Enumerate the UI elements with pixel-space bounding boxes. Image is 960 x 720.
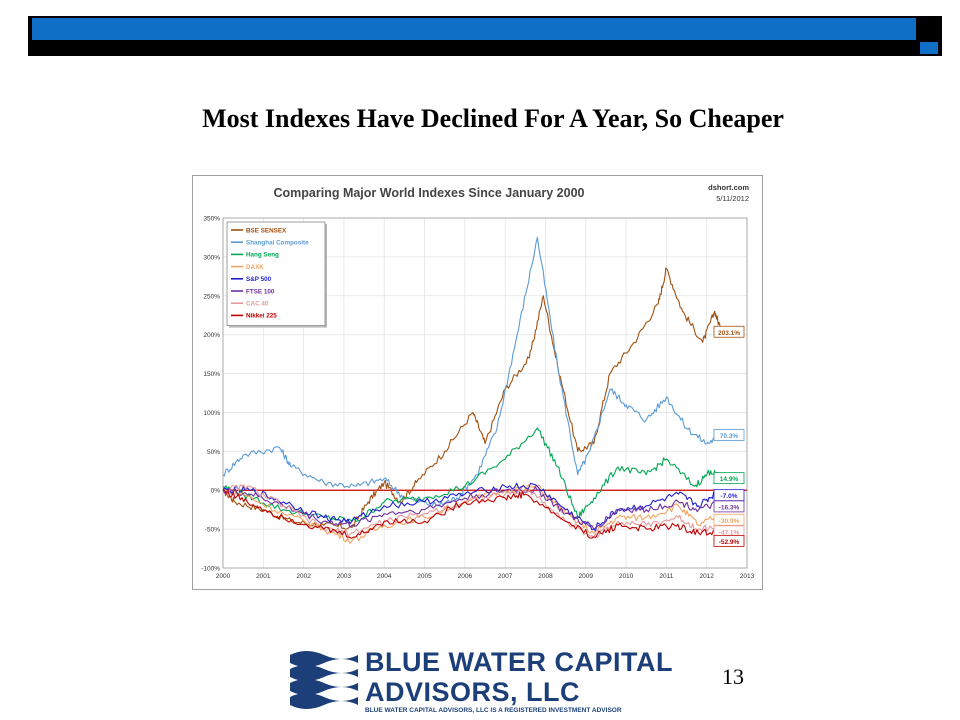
x-tick-label: 2008: [538, 573, 553, 580]
series-line-s-p-500: [222, 482, 723, 532]
x-tick-label: 2005: [417, 573, 432, 580]
legend-entry: Nikkei 225: [246, 313, 277, 320]
x-tick-label: 2007: [498, 573, 513, 580]
legend-entry: Hang Seng: [246, 252, 279, 259]
legend-entry: BSE SENSEX: [246, 227, 287, 234]
y-tick-label: 150%: [203, 371, 220, 378]
x-tick-label: 2013: [740, 573, 755, 580]
end-label: -16.3%: [719, 504, 740, 511]
series-line-cac-40: [222, 484, 722, 539]
end-label-box: [713, 500, 745, 513]
y-tick-label: 200%: [203, 332, 220, 339]
y-tick-label: 50%: [207, 449, 220, 456]
y-tick-label: 300%: [203, 254, 220, 261]
end-label: -30.9%: [719, 518, 740, 525]
end-label: 70.3%: [720, 433, 739, 440]
x-tick-label: 2011: [659, 573, 673, 580]
series-line-nikkei-225: [222, 489, 723, 539]
x-tick-label: 2004: [377, 573, 392, 580]
x-tick-label: 2010: [619, 573, 634, 580]
chart-source: dshort.com: [708, 183, 749, 192]
logo-line-2: ADVISORS, LLC: [365, 677, 581, 707]
slide-title: Most Indexes Have Declined For A Year, S…: [202, 104, 784, 133]
end-label: 14.9%: [720, 476, 739, 483]
top-banner-accent: [32, 18, 916, 40]
end-label: -7.0%: [721, 493, 738, 500]
legend-entry: CAC 40: [246, 301, 269, 308]
y-tick-label: 0%: [211, 488, 221, 495]
chart-date: 5/11/2012: [716, 194, 749, 203]
y-tick-label: 350%: [203, 216, 220, 223]
company-logo: BLUE WATER CAPITAL ADVISORS, LLC BLUE WA…: [288, 647, 672, 717]
logo-line-1: BLUE WATER CAPITAL: [365, 647, 673, 677]
y-tick-label: -100%: [201, 566, 220, 573]
end-label-box: [713, 472, 745, 485]
y-tick-label: 100%: [203, 410, 220, 417]
end-label-box: [713, 534, 745, 547]
x-tick-label: 2012: [699, 573, 714, 580]
legend-entry: DAXK: [246, 264, 264, 271]
page-number: 13: [722, 664, 744, 689]
x-tick-label: 2001: [256, 573, 271, 580]
series-line-shanghai-composite: [222, 236, 723, 507]
end-label: -52.9%: [719, 539, 740, 546]
chart-title: Comparing Major World Indexes Since Janu…: [274, 186, 585, 200]
legend-entry: S&P 500: [246, 276, 272, 283]
top-banner-square: [920, 42, 938, 54]
x-tick-label: 2006: [458, 573, 473, 580]
series-line-ftse-100: [222, 486, 722, 530]
waves-logo-icon: [290, 651, 358, 709]
end-label-box: [713, 429, 745, 441]
y-tick-label: -50%: [205, 527, 220, 534]
end-label-box: [713, 325, 745, 338]
x-tick-label: 2009: [579, 573, 594, 580]
x-tick-label: 2002: [296, 573, 311, 580]
series-line-hang-seng: [222, 427, 723, 523]
line-chart: Comparing Major World Indexes Since Janu…: [201, 183, 755, 580]
end-label: 203.1%: [718, 330, 740, 337]
end-label-box: [713, 513, 745, 526]
legend-entry: Shanghai Composite: [246, 240, 309, 247]
end-label: -47.1%: [719, 529, 740, 536]
legend-entry: FTSE 100: [246, 288, 275, 295]
logo-tagline: BLUE WATER CAPITAL ADVISORS, LLC IS A RE…: [365, 707, 622, 714]
x-tick-label: 2000: [216, 573, 231, 580]
x-tick-label: 2003: [337, 573, 352, 580]
plot-area: [222, 217, 748, 569]
legend-box: [226, 221, 326, 326]
chart-frame: Comparing Major World Indexes Since Janu…: [192, 175, 763, 590]
y-tick-label: 250%: [203, 293, 220, 300]
